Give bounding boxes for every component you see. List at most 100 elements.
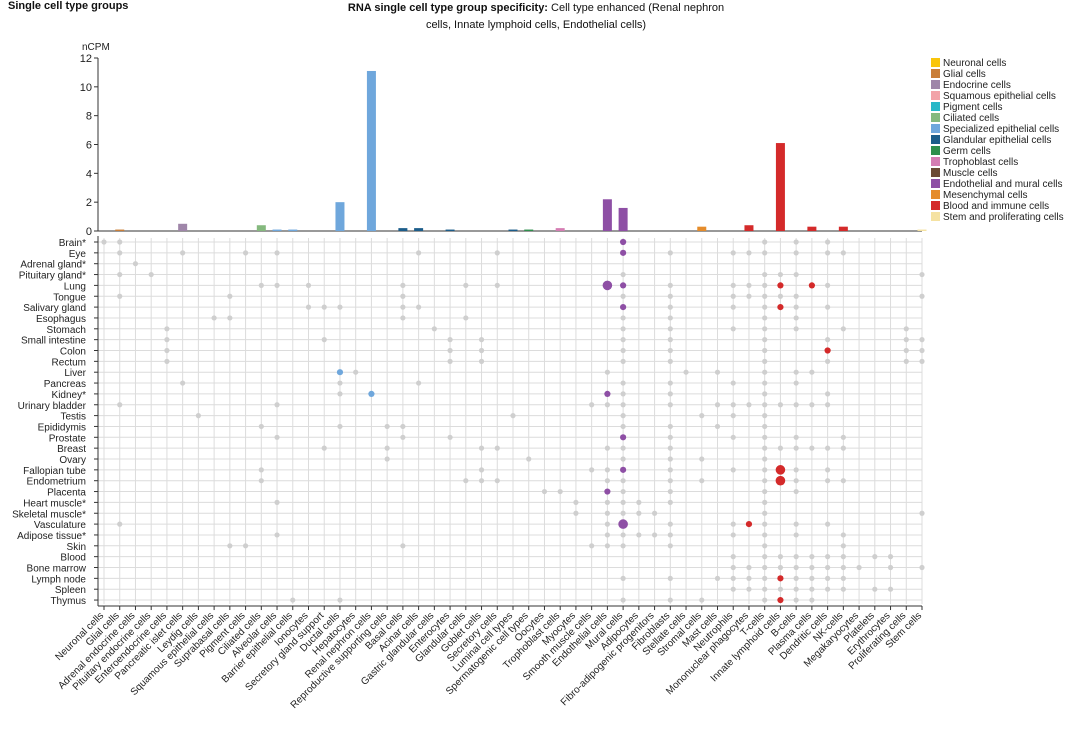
dot-pituitary-gland-innate-lymphoid-cells (777, 271, 784, 278)
dot-urinary-bladder-mast-cells (714, 402, 721, 408)
dot-vasculature-glial-cells (117, 521, 123, 527)
dot-esophagus-glandular-cells (463, 315, 469, 321)
dot-rectum-dendritic-cells (825, 358, 831, 364)
dot-liver-plasma-cells (809, 369, 815, 375)
dot-vasculature-mononuclear-phagocytes (745, 521, 753, 528)
dot-urinary-bladder-fibroblasts (667, 402, 673, 408)
dot-esophagus-t-cells (762, 315, 768, 321)
dot-urinary-bladder-t-cells (762, 402, 768, 408)
row-label-rectum: Rectum (52, 357, 86, 368)
dot-eye-fibroblasts (667, 250, 673, 256)
dot-adipose-tissue-endothelial-cells (604, 532, 610, 538)
dot-vasculature-dendritic-cells (825, 521, 831, 527)
dot-small-intestine-goblet-cells (478, 337, 485, 343)
dot-lung-glandular-cells (463, 282, 469, 288)
dot-pancreas-ductal-cells (337, 380, 343, 386)
dot-lymph-node-mural-cells (620, 575, 626, 581)
dot-skin-t-cells (762, 543, 768, 549)
dot-urinary-bladder-glial-cells (117, 402, 123, 408)
dot-eye-glial-cells (117, 250, 123, 256)
bar-luminal-cell-types (508, 229, 518, 231)
dot-stomach-proliferating-cells (903, 326, 909, 332)
legend-swatch-glial-cells (931, 69, 940, 78)
dot-thymus-b-cells (793, 597, 799, 603)
dot-lymph-node-mast-cells (714, 575, 721, 581)
dot-stomach-mural-cells (620, 326, 626, 332)
dot-prostate-alveolar-cells (274, 434, 280, 440)
legend-label-trophoblast-cells: Trophoblast cells (943, 157, 1018, 168)
dot-adipose-tissue-adipocytes (636, 532, 642, 538)
legend-label-glial-cells: Glial cells (943, 69, 986, 80)
row-label-tongue: Tongue (53, 292, 86, 303)
dot-vasculature-neutrophils (730, 521, 736, 527)
dot-urinary-bladder-mononuclear-phagocytes (746, 402, 752, 408)
chart-title-bold: RNA single cell type group specificity: (347, 2, 548, 14)
dot-prostate-b-cells (793, 434, 799, 440)
dot-skeletal-muscle-myocytes (573, 510, 579, 516)
bar-renal-nephron-cells (366, 70, 376, 231)
legend-swatch-muscle-cells (931, 168, 940, 177)
dot-salivary-gland-mural-cells (620, 304, 627, 311)
dot-colon-t-cells (762, 347, 768, 354)
dot-pancreas-pancreatic-islet-cells (180, 380, 186, 386)
dot-small-intestine-dendritic-cells (825, 337, 831, 343)
row-label-esophagus: Esophagus (36, 314, 86, 325)
y-tick-label-6: 6 (86, 140, 92, 152)
dot-esophagus-squamous-epithelial-cells (211, 315, 217, 321)
dot-epididymis-reproductive-supporting-cells (384, 423, 390, 430)
dot-rectum-enterocytes (447, 358, 453, 364)
dot-breast-goblet-cells (478, 445, 485, 451)
bar-glial-cells (115, 229, 125, 231)
dot-placenta-t-cells (762, 488, 768, 495)
dot-salivary-gland-ionocytes (305, 304, 312, 310)
dot-eye-b-cells (793, 250, 799, 256)
dot-lung-t-cells (762, 282, 768, 288)
dot-epididymis-ciliated-cells (258, 423, 264, 430)
bar-mural-cells (618, 207, 628, 231)
legend-swatch-blood-and-immune-cells (931, 201, 940, 210)
dot-eye-dendritic-cells (825, 250, 831, 256)
dot-salivary-gland-dendritic-cells (825, 304, 831, 310)
legend-swatch-trophoblast-cells (931, 157, 940, 166)
bar-enterocytes (445, 229, 455, 231)
dot-skeletal-muscle-mural-cells (620, 510, 626, 516)
row-label-prostate: Prostate (49, 433, 87, 444)
dot-rectum-goblet-cells (478, 358, 485, 364)
dot-tongue-neutrophils (730, 293, 736, 299)
y-tick-label-8: 8 (86, 111, 92, 123)
dot-lymph-node-fibroblasts (667, 575, 673, 581)
chart-title: RNA single cell type group specificity: … (346, 0, 726, 34)
dot-spleen-platelets (872, 586, 878, 592)
dot-heart-muscle-alveolar-cells (274, 499, 280, 505)
dot-pituitary-gland-t-cells (762, 271, 768, 278)
dot-thymus-innate-lymphoid-cells (777, 596, 784, 604)
dot-lymph-node-nk-cells (840, 575, 846, 581)
dot-kidney-dendritic-cells (825, 391, 831, 397)
dot-adipose-tissue-mural-cells (620, 532, 626, 538)
dot-liver-hepatocytes (353, 369, 359, 375)
dot-endometrium-endothelial-cells (604, 478, 610, 484)
dot-blood-erythrocytes (887, 554, 894, 560)
dot-urinary-bladder-alveolar-cells (274, 402, 280, 408)
dot-lung-basal-cells (400, 282, 406, 288)
dot-pancreas-b-cells (793, 380, 799, 386)
dot-lung-mononuclear-phagocytes (746, 282, 752, 288)
row-label-skeletal-muscle: Skeletal muscle* (12, 509, 86, 520)
legend-label-glandular-epithelial-cells: Glandular epithelial cells (943, 135, 1051, 146)
bar-stromal-cells (697, 226, 707, 231)
dot-blood-nk-cells (840, 554, 846, 560)
dot-colon-proliferating-cells (903, 347, 909, 354)
dot-bone-marrow-b-cells (793, 564, 799, 571)
dot-esophagus-mural-cells (620, 315, 626, 321)
dot-skeletal-muscle-fibro-adipogenic-progenitors (651, 510, 658, 516)
dot-salivary-gland-innate-lymphoid-cells (777, 304, 784, 311)
row-label-lymph-node: Lymph node (31, 574, 86, 585)
dot-skin-endothelial-cells (604, 543, 610, 549)
dot-bone-marrow-nk-cells (840, 564, 846, 571)
dot-skin-nk-cells (840, 543, 846, 549)
dot-blood-plasma-cells (809, 554, 815, 560)
legend-label-squamous-epithelial-cells: Squamous epithelial cells (943, 91, 1056, 102)
legend-label-ciliated-cells: Ciliated cells (943, 113, 999, 124)
dot-breast-secretory-gland-support (321, 445, 327, 451)
dot-pancreas-neutrophils (730, 380, 736, 386)
